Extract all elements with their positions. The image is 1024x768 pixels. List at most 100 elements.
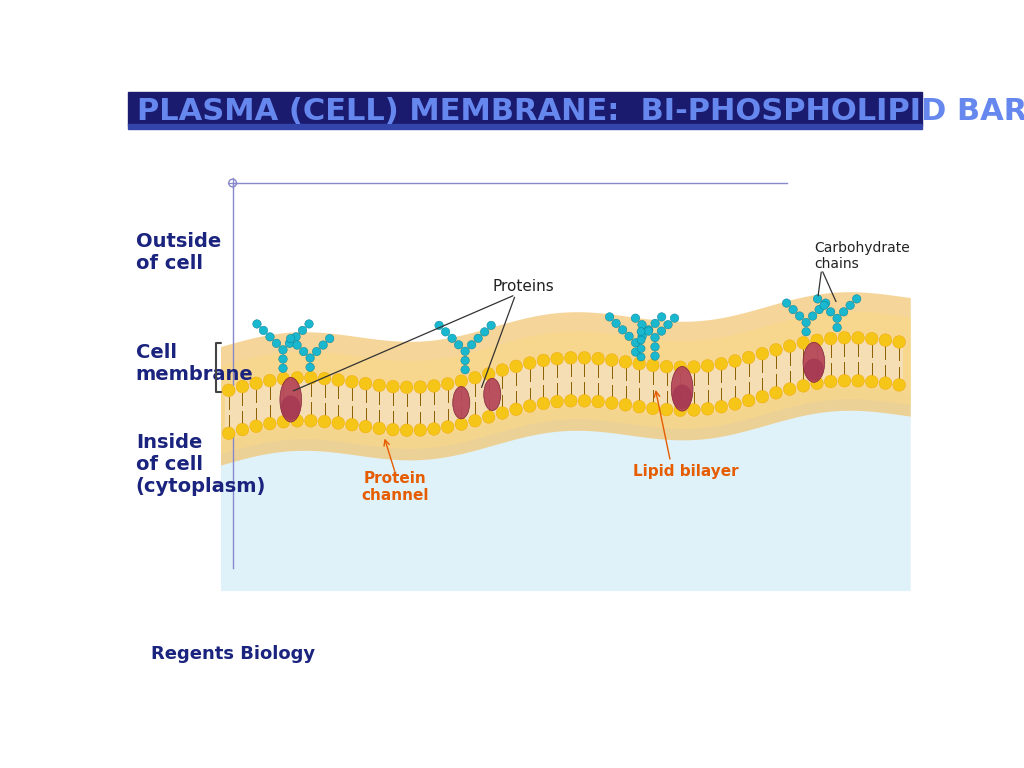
Circle shape (482, 368, 495, 380)
Circle shape (286, 339, 294, 348)
Bar (128, 92, 922, 125)
Circle shape (833, 314, 842, 323)
Circle shape (222, 427, 236, 439)
Circle shape (637, 336, 645, 344)
Circle shape (815, 306, 823, 314)
Circle shape (852, 375, 864, 387)
Circle shape (664, 320, 673, 329)
Circle shape (306, 354, 314, 362)
Circle shape (496, 364, 509, 376)
Circle shape (332, 416, 344, 429)
Circle shape (278, 415, 290, 428)
Circle shape (263, 374, 276, 387)
Circle shape (551, 396, 563, 408)
Circle shape (345, 419, 358, 431)
Polygon shape (221, 388, 910, 591)
Polygon shape (221, 312, 910, 454)
Circle shape (326, 334, 334, 343)
Circle shape (332, 374, 344, 386)
Circle shape (770, 386, 782, 399)
Circle shape (797, 379, 810, 392)
Text: Inside
of cell
(cytoplasm): Inside of cell (cytoplasm) (136, 432, 266, 495)
Text: Regents Biology: Regents Biology (152, 645, 315, 664)
Circle shape (435, 321, 443, 329)
Circle shape (879, 377, 892, 389)
Circle shape (279, 346, 288, 354)
Circle shape (802, 318, 810, 326)
Circle shape (469, 415, 481, 427)
Circle shape (838, 332, 851, 344)
Circle shape (824, 376, 837, 388)
Circle shape (486, 321, 496, 329)
Circle shape (278, 372, 290, 385)
Circle shape (259, 326, 267, 335)
Circle shape (729, 355, 741, 367)
Circle shape (742, 394, 755, 407)
Circle shape (651, 319, 659, 328)
Circle shape (646, 359, 659, 372)
Circle shape (633, 400, 645, 413)
Circle shape (783, 382, 796, 396)
Circle shape (474, 334, 482, 343)
Circle shape (838, 375, 851, 387)
Circle shape (852, 295, 861, 303)
Circle shape (644, 327, 652, 336)
Circle shape (770, 343, 782, 356)
Circle shape (865, 376, 879, 388)
Circle shape (551, 353, 563, 365)
Circle shape (237, 423, 249, 436)
Circle shape (279, 364, 288, 372)
Polygon shape (225, 335, 903, 438)
Circle shape (605, 313, 613, 321)
Circle shape (441, 421, 454, 433)
Circle shape (279, 355, 288, 363)
Circle shape (469, 372, 481, 384)
Circle shape (820, 301, 828, 310)
Circle shape (400, 424, 413, 436)
Circle shape (523, 357, 537, 369)
Circle shape (482, 411, 495, 423)
Circle shape (345, 376, 358, 388)
Circle shape (646, 402, 659, 415)
Circle shape (605, 397, 618, 409)
Circle shape (660, 403, 673, 416)
Circle shape (564, 395, 578, 407)
Circle shape (783, 339, 796, 353)
Circle shape (893, 379, 905, 391)
Circle shape (650, 333, 659, 342)
Circle shape (537, 397, 550, 410)
Circle shape (865, 333, 879, 345)
Circle shape (467, 340, 476, 349)
Circle shape (272, 339, 281, 348)
Circle shape (637, 353, 645, 361)
Circle shape (638, 332, 646, 340)
Circle shape (373, 379, 386, 392)
Circle shape (756, 347, 769, 360)
Circle shape (605, 354, 618, 366)
Circle shape (833, 323, 842, 332)
Circle shape (637, 345, 645, 353)
Text: Lipid bilayer: Lipid bilayer (633, 465, 738, 479)
Circle shape (455, 340, 463, 349)
Circle shape (620, 356, 632, 368)
Circle shape (523, 399, 537, 412)
Circle shape (400, 381, 413, 393)
Circle shape (701, 402, 714, 415)
Circle shape (387, 380, 399, 393)
Text: PLASMA (CELL) MEMBRANE:  BI-PHOSPHOLIPID BARRIER: PLASMA (CELL) MEMBRANE: BI-PHOSPHOLIPID … (137, 97, 1024, 125)
Circle shape (802, 327, 810, 336)
Ellipse shape (280, 377, 302, 422)
Circle shape (813, 295, 822, 303)
Circle shape (387, 423, 399, 436)
Circle shape (496, 407, 509, 419)
Circle shape (631, 314, 640, 323)
Ellipse shape (453, 386, 470, 419)
Circle shape (250, 420, 262, 432)
Circle shape (671, 314, 679, 323)
Circle shape (480, 328, 488, 336)
Circle shape (461, 347, 469, 356)
Circle shape (893, 336, 905, 348)
Circle shape (441, 378, 454, 390)
Circle shape (579, 352, 591, 364)
Circle shape (633, 357, 645, 370)
